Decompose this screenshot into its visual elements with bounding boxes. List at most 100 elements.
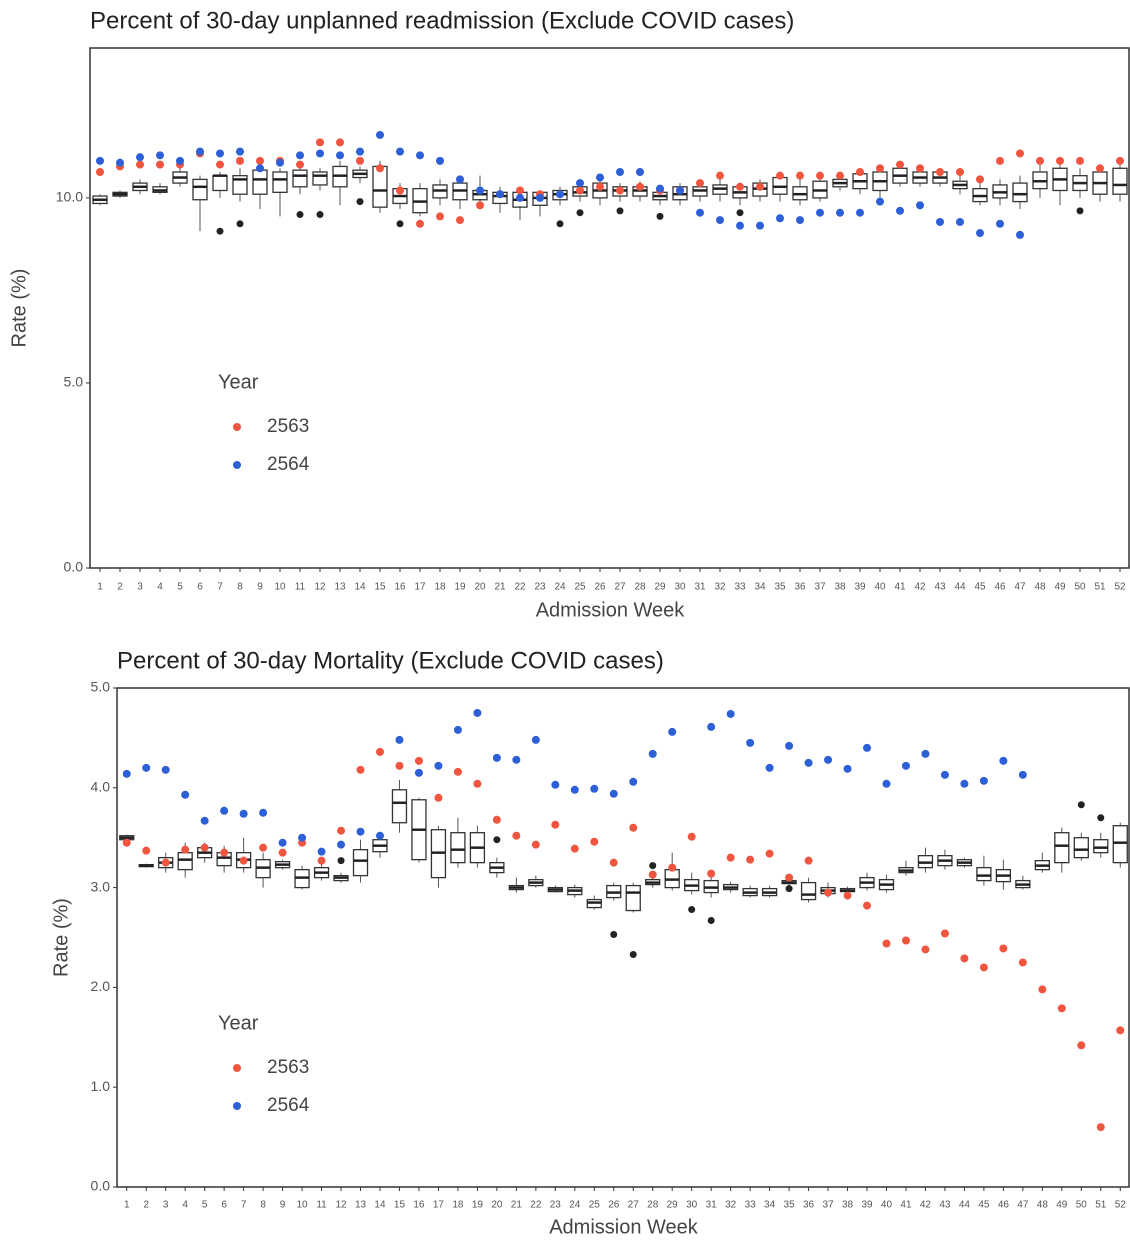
series-point xyxy=(1036,156,1044,165)
series-point xyxy=(456,175,464,184)
x-tick-label: 47 xyxy=(1014,582,1026,593)
series-point xyxy=(936,217,944,226)
series-point xyxy=(736,221,744,230)
x-tick-label: 1 xyxy=(97,582,103,593)
x-tick-label: 16 xyxy=(413,1200,425,1211)
series-point xyxy=(996,156,1004,165)
series-point xyxy=(453,767,462,776)
series-point xyxy=(756,182,764,191)
outlier xyxy=(616,207,624,215)
series-point xyxy=(716,171,724,180)
series-point xyxy=(395,761,404,770)
series-point xyxy=(785,741,794,750)
x-tick-label: 43 xyxy=(939,1200,951,1211)
series-point xyxy=(796,216,804,225)
x-tick-label: 39 xyxy=(861,1200,873,1211)
series-point xyxy=(776,171,784,180)
x-tick-label: 5 xyxy=(177,582,183,593)
x-tick-label: 40 xyxy=(881,1200,893,1211)
series-point xyxy=(1056,156,1064,165)
x-tick-label: 21 xyxy=(511,1200,523,1211)
x-tick-label: 25 xyxy=(574,582,586,593)
y-tick-label: 0.0 xyxy=(64,559,84,575)
series-point xyxy=(316,138,324,147)
box xyxy=(1073,837,1089,859)
x-tick-label: 33 xyxy=(734,582,746,593)
series-point xyxy=(317,856,326,865)
series-point xyxy=(375,831,384,840)
series-point xyxy=(96,167,104,176)
outlier xyxy=(356,198,364,206)
x-tick-label: 39 xyxy=(854,582,866,593)
series-point xyxy=(843,764,852,773)
series-point xyxy=(816,208,824,217)
series-point xyxy=(96,156,104,165)
outlier xyxy=(337,857,345,865)
series-point xyxy=(596,182,604,191)
plot-frame xyxy=(116,687,1130,1188)
x-tick-label: 13 xyxy=(334,582,346,593)
x-tick-label: 45 xyxy=(974,582,986,593)
series-point xyxy=(551,820,560,829)
x-tick-label: 37 xyxy=(814,582,826,593)
series-point xyxy=(776,214,784,223)
x-tick-label: 31 xyxy=(694,582,706,593)
outlier xyxy=(216,227,224,235)
outlier xyxy=(1076,207,1084,215)
series-point xyxy=(896,160,904,169)
series-point xyxy=(531,735,540,744)
series-point xyxy=(142,846,151,855)
series-point xyxy=(298,833,307,842)
x-tick-label: 16 xyxy=(394,582,406,593)
x-tick-label: 20 xyxy=(491,1200,503,1211)
x-tick-label: 52 xyxy=(1114,582,1126,593)
series-point xyxy=(414,768,423,777)
series-point xyxy=(1076,156,1084,165)
x-axis-label: Admission Week xyxy=(536,599,686,621)
series-point xyxy=(916,164,924,173)
box xyxy=(372,165,388,208)
x-tick-label: 7 xyxy=(217,582,223,593)
series-point xyxy=(726,853,735,862)
x-axis-label: Admission Week xyxy=(549,1216,699,1238)
y-tick-label: 0.0 xyxy=(91,1178,111,1194)
box xyxy=(252,169,268,195)
series-point xyxy=(1038,985,1047,994)
x-tick-label: 32 xyxy=(714,582,726,593)
series-point xyxy=(876,197,884,206)
x-tick-label: 10 xyxy=(274,582,286,593)
x-tick-label: 32 xyxy=(725,1200,737,1211)
x-tick-label: 29 xyxy=(667,1200,679,1211)
series-point xyxy=(122,769,131,778)
outlier xyxy=(785,885,793,893)
x-tick-label: 9 xyxy=(257,582,263,593)
series-point xyxy=(590,837,599,846)
series-point xyxy=(512,755,521,764)
series-point xyxy=(570,785,579,794)
series-point xyxy=(707,722,716,731)
series-point xyxy=(376,164,384,173)
outlier xyxy=(316,211,324,219)
y-tick-label: 2.0 xyxy=(91,978,111,994)
x-tick-label: 38 xyxy=(834,582,846,593)
series-point xyxy=(278,838,287,847)
outlier xyxy=(236,220,244,228)
series-point xyxy=(156,151,164,160)
x-tick-label: 17 xyxy=(414,582,426,593)
x-tick-label: 10 xyxy=(297,1200,309,1211)
x-tick-label: 50 xyxy=(1074,582,1086,593)
series-point xyxy=(496,190,504,199)
series-point xyxy=(200,843,209,852)
outlier xyxy=(656,212,664,220)
y-axis-label: Rate (%) xyxy=(8,269,30,348)
outlier xyxy=(707,917,715,925)
x-tick-label: 3 xyxy=(163,1200,169,1211)
x-tick-label: 52 xyxy=(1115,1200,1127,1211)
legend-label: 2563 xyxy=(267,1057,309,1078)
legend-marker xyxy=(233,461,241,469)
legend-label: 2564 xyxy=(267,1095,310,1116)
series-point xyxy=(136,160,144,169)
x-tick-label: 48 xyxy=(1037,1200,1049,1211)
legend-title: Year xyxy=(218,1012,259,1034)
x-tick-label: 33 xyxy=(745,1200,757,1211)
